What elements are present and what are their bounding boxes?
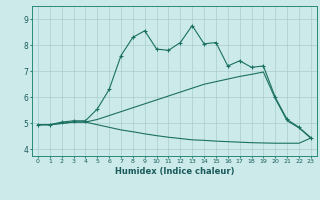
X-axis label: Humidex (Indice chaleur): Humidex (Indice chaleur): [115, 167, 234, 176]
